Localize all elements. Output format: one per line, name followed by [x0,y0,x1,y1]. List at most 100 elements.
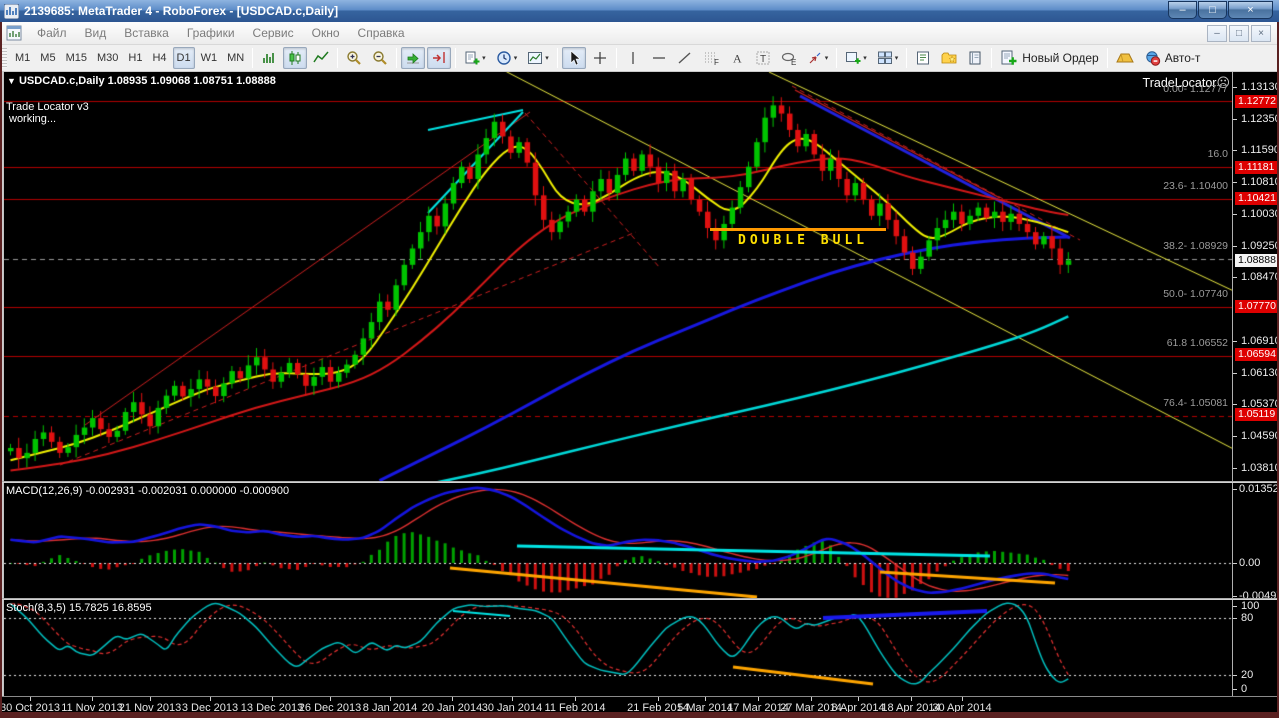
line-chart-icon[interactable] [309,47,333,69]
dropdown-arrow-icon[interactable]: ▾ [513,55,518,62]
date-tick [858,697,859,701]
zoom-out-icon[interactable] [368,47,392,69]
timeframe-button-h4[interactable]: H4 [152,52,167,64]
crosshair-icon[interactable] [588,47,612,69]
dropdown-arrow-icon[interactable]: ▾ [863,55,867,62]
stochastic-indicator-panel[interactable] [4,600,1232,696]
price-axis[interactable]: 1.13130 1.12350 1.11590 1.10810 1.10030 1.092… [1232,72,1279,696]
timeframe-button-m30[interactable]: M30 [96,52,119,64]
window-border-left [0,22,2,718]
date-tick [92,697,93,701]
chart-shift-icon[interactable] [427,47,452,69]
timeframe-button-m1[interactable]: M1 [15,52,31,64]
stoch-label: Stoch(8,3,5) 15.7825 16.8595 [6,602,152,614]
shapes-icon[interactable]: E [777,47,801,69]
toolbar-separator [252,48,254,68]
timeframe-button-d1[interactable]: D1 [172,47,195,69]
gold-icon[interactable] [1112,47,1138,69]
child-minimize-button[interactable]: – [1207,25,1227,42]
price-axis-label: 1.13130 [1241,81,1279,93]
date-tick [210,697,211,701]
minimize-button[interactable]: – [1168,1,1197,19]
dropdown-arrow-icon[interactable]: ▾ [824,55,829,62]
trendline-icon[interactable] [673,47,697,69]
menu-item-2[interactable]: Вставка [124,26,169,40]
window-border-bottom [0,712,1279,718]
dropdown-arrow-icon[interactable]: ▾ [545,55,549,62]
timeframe-button-mn[interactable]: MN [227,52,245,64]
fibonacci-level-label: 76.4- 1.05081 [1163,397,1228,409]
panel-splitter-macd[interactable] [0,481,1279,483]
macd-indicator-panel[interactable] [4,483,1232,598]
menu-item-4[interactable]: Сервис [252,26,294,40]
toolbar-separator [991,48,993,68]
close-button[interactable]: × [1228,1,1273,19]
chart-region: ▼ USDCAD.c,Daily 1.08935 1.09068 1.08751… [0,72,1279,718]
symbol-ohlc-line: ▼ USDCAD.c,Daily 1.08935 1.09068 1.08751… [7,75,276,87]
toolbar-separator [337,48,339,68]
horizontal-line-icon[interactable] [647,47,671,69]
axis-tick [1233,618,1237,619]
panel-splitter-stoch[interactable] [0,598,1279,600]
cursor-icon[interactable] [561,47,586,69]
menu-item-3[interactable]: Графики [186,26,235,40]
vertical-line-icon[interactable] [621,47,645,69]
fibonacci-level-label: 16.0 [1207,148,1228,160]
date-tick [758,697,759,701]
timeframe-button-m15[interactable]: M15 [65,52,87,64]
timeframe-button-m5[interactable]: M5 [40,52,56,64]
child-restore-button[interactable]: □ [1229,25,1249,42]
date-axis-label: 21 Nov 2013 [118,702,182,714]
date-axis-label: 3 Dec 2013 [181,702,239,714]
timeframe-button-w1[interactable]: W1 [200,52,218,64]
toolbar-grip[interactable] [2,48,7,68]
zoom-in-icon[interactable] [342,47,366,69]
axis-tick [1233,87,1237,88]
text-label-icon[interactable]: T [751,47,775,69]
child-close-button[interactable]: × [1251,25,1271,42]
candlestick-chart-icon[interactable] [283,47,308,69]
axis-tick [1233,468,1237,469]
date-axis-label: 30 Oct 2013 [0,702,60,714]
auto-scroll-icon[interactable] [401,47,426,69]
date-axis-label: 26 Dec 2013 [298,702,362,714]
fibonacci-icon[interactable]: F [699,47,723,69]
periods-icon[interactable]: ▾ [492,47,522,69]
new-chart-icon[interactable]: ▾ [460,47,490,69]
menu-item-5[interactable]: Окно [311,26,340,40]
menu-item-0[interactable]: Файл [37,26,67,40]
date-axis-label: 11 Feb 2014 [544,702,606,714]
menu-item-1[interactable]: Вид [84,26,107,40]
dropdown-arrow-icon[interactable]: ▾ [482,55,486,62]
timeframe-button-h1[interactable]: H1 [128,52,143,64]
date-axis-label: 17 Mar 2014 [727,702,789,714]
price-level-badge: 1.10421 [1235,192,1279,205]
axis-tick [1233,675,1237,676]
new-order-button[interactable]: Новый Ордер [996,47,1102,69]
favorites-icon[interactable] [937,47,961,69]
journal-icon[interactable] [963,47,987,69]
dropdown-arrow-icon[interactable]: ▾ [894,55,899,62]
date-axis-label: 30 Jan 2014 [481,702,543,714]
stoch-axis-label: 20 [1241,669,1254,681]
svg-text:A: A [733,52,742,66]
data-window-icon[interactable] [911,47,935,69]
arrows-icon[interactable]: ▾ [803,47,833,69]
menu-item-6[interactable]: Справка [357,26,405,40]
text-icon[interactable]: A [725,47,749,69]
indicator-title: Trade Locator v3 [6,101,89,113]
tile-windows-icon[interactable]: ▾ [873,47,903,69]
main-price-chart[interactable] [4,72,1232,481]
price-axis-label: 1.09250 [1241,240,1279,252]
stoch-axis-label: 100 [1241,600,1260,612]
add-chart-icon[interactable]: ▾ [841,47,871,69]
templates-icon[interactable]: ▾ [523,47,553,69]
symbol-dropdown-icon[interactable]: ▼ [7,76,16,86]
date-tick [512,697,513,701]
bar-chart-icon[interactable] [257,47,281,69]
restore-button[interactable]: □ [1198,1,1227,19]
autotrading-button[interactable]: Авто-т [1140,47,1205,69]
double-bull-line[interactable] [710,228,886,231]
price-axis-label: 1.11590 [1241,144,1279,156]
